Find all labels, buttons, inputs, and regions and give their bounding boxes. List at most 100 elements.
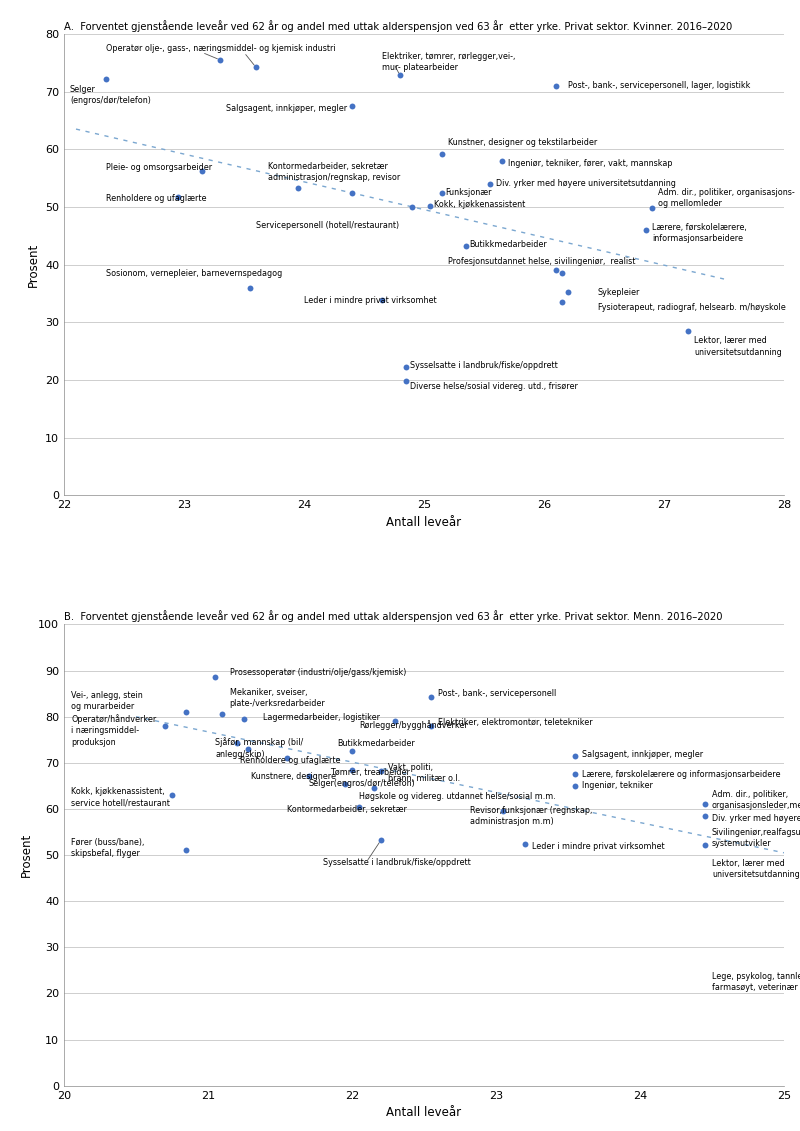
Text: Lektor, lærer med
universitetsutdanning: Lektor, lærer med universitetsutdanning xyxy=(694,336,782,356)
Point xyxy=(698,795,711,813)
Point xyxy=(346,183,358,201)
Point xyxy=(171,188,184,206)
Text: Leder i mindre privat virksomhet: Leder i mindre privat virksomhet xyxy=(532,843,665,852)
Point xyxy=(682,322,694,340)
Point xyxy=(346,97,358,115)
Point xyxy=(180,703,193,722)
Text: Tømrer, trearbeider: Tømrer, trearbeider xyxy=(330,768,410,777)
Text: Sysselsatte i landbruk/fiske/oppdrett: Sysselsatte i landbruk/fiske/oppdrett xyxy=(323,857,471,866)
Point xyxy=(389,713,402,731)
Point xyxy=(281,749,294,767)
Text: Ingeniør, tekniker: Ingeniør, tekniker xyxy=(582,782,654,791)
Text: Operatør olje-, gass-, næringsmiddel- og kjemisk industri: Operatør olje-, gass-, næringsmiddel- og… xyxy=(106,44,336,53)
Point xyxy=(216,706,229,724)
Point xyxy=(214,51,226,69)
Point xyxy=(195,162,208,180)
Text: Kunstnere, designere: Kunstnere, designere xyxy=(251,772,336,782)
Point xyxy=(346,761,358,779)
Text: Prosessoperatør (industri/olje/gass/kjemisk): Prosessoperatør (industri/olje/gass/kjem… xyxy=(230,668,406,677)
Point xyxy=(302,767,315,785)
Text: Adm. dir., politiker, organisasjons-
og mellomleder: Adm. dir., politiker, organisasjons- og … xyxy=(658,188,794,208)
Text: Renholdere og ufaglærte: Renholdere og ufaglærte xyxy=(106,193,206,202)
Text: Kontormedarbeider, sekretær: Kontormedarbeider, sekretær xyxy=(287,805,407,814)
Text: Adm. dir., politiker,
organisasjonsleder,mellomleder: Adm. dir., politiker, organisasjonsleder… xyxy=(712,789,800,810)
Point xyxy=(406,198,418,216)
Point xyxy=(374,762,387,780)
Text: Lagermedarbeider, logistiker: Lagermedarbeider, logistiker xyxy=(262,714,380,722)
Text: Post-, bank-, servicepersonell, lager, logistikk: Post-, bank-, servicepersonell, lager, l… xyxy=(568,81,750,90)
Text: Elektriker, tømrer, rørlegger,vei-,
mur- platearbeider: Elektriker, tømrer, rørlegger,vei-, mur-… xyxy=(382,52,515,71)
Text: Fysioterapeut, radiograf, helsearb. m/høyskole: Fysioterapeut, radiograf, helsearb. m/hø… xyxy=(598,303,786,312)
Point xyxy=(376,292,389,310)
Text: Selger
(engros/dør/telefon): Selger (engros/dør/telefon) xyxy=(70,85,151,105)
Point xyxy=(785,860,798,878)
Point xyxy=(400,372,413,390)
Text: Kontormedarbeider, sekretær
administrasjon/regnskap, revisor: Kontormedarbeider, sekretær administrasj… xyxy=(268,162,400,182)
Text: Post-, bank-, servicepersonell: Post-, bank-, servicepersonell xyxy=(438,689,557,698)
Text: A.  Forventet gjenstående leveår ved 62 år og andel med uttak alderspensjon ved : A. Forventet gjenstående leveår ved 62 å… xyxy=(64,20,732,32)
Text: Sysselsatte i landbruk/fiske/oppdrett: Sysselsatte i landbruk/fiske/oppdrett xyxy=(410,361,558,370)
Point xyxy=(230,734,243,752)
Text: Sosionom, vernepleier, barnevernspedagog: Sosionom, vernepleier, barnevernspedagog xyxy=(106,269,282,278)
Text: Div. yrker med høyere universitetsutdanning: Div. yrker med høyere universitetsutdann… xyxy=(712,813,800,822)
Point xyxy=(459,238,472,256)
Text: Lærere, førskolelærere og informasjonsarbeidere: Lærere, førskolelærere og informasjonsar… xyxy=(582,770,781,779)
Point xyxy=(569,777,582,795)
Text: Kokk, kjøkkenassistent: Kokk, kjøkkenassistent xyxy=(434,199,525,208)
Point xyxy=(346,742,358,760)
Text: Butikkmedarbeider: Butikkmedarbeider xyxy=(338,739,415,748)
Text: Mekaniker, sveiser,
plate-/verksredarbeider: Mekaniker, sveiser, plate-/verksredarbei… xyxy=(230,688,326,708)
Point xyxy=(435,145,448,163)
Text: Kunstner, designer og tekstilarbeider: Kunstner, designer og tekstilarbeider xyxy=(448,138,598,147)
Text: Profesjonsutdannet helse, sivilingeniør,  realist: Profesjonsutdannet helse, sivilingeniør,… xyxy=(448,257,635,266)
Point xyxy=(242,740,254,758)
Point xyxy=(374,831,387,849)
Text: Lege, psykolog, tannlege,
farmasøyt, veterinær: Lege, psykolog, tannlege, farmasøyt, vet… xyxy=(712,972,800,992)
Point xyxy=(180,841,193,860)
Text: Elektriker, elektromontør, teletekniker: Elektriker, elektromontør, teletekniker xyxy=(438,718,593,727)
Point xyxy=(291,180,304,198)
Text: B.  Forventet gjenstående leveår ved 62 år og andel med uttak alderspensjon ved : B. Forventet gjenstående leveår ved 62 å… xyxy=(64,611,722,622)
Point xyxy=(158,717,171,735)
Point xyxy=(562,283,574,301)
Text: Renholdere og ufaglærte: Renholdere og ufaglærte xyxy=(240,756,340,765)
Point xyxy=(424,197,437,215)
Text: Diverse helse/sosial videreg. utd., frisører: Diverse helse/sosial videreg. utd., fris… xyxy=(410,382,578,391)
Text: Operatør/håndverker
i næringsmiddel-
produksjon: Operatør/håndverker i næringsmiddel- pro… xyxy=(71,715,157,746)
Text: Rørlegger/bygghåndverker: Rørlegger/bygghåndverker xyxy=(359,720,468,729)
Text: Revisor,funksjonær (regnskap,
administrasjon m.m): Revisor,funksjonær (regnskap, administra… xyxy=(470,805,593,826)
Point xyxy=(640,221,653,239)
Point xyxy=(435,183,448,201)
Point xyxy=(243,278,256,296)
Text: Kokk, kjøkkenassistent,
service hotell/restaurant: Kokk, kjøkkenassistent, service hotell/r… xyxy=(71,787,170,808)
Text: Ingeniør, tekniker, fører, vakt, mannskap: Ingeniør, tekniker, fører, vakt, mannska… xyxy=(508,159,673,169)
Text: Lektor, lærer med
universitetsutdanning: Lektor, lærer med universitetsutdanning xyxy=(712,858,800,879)
Y-axis label: Prosent: Prosent xyxy=(19,832,33,878)
Point xyxy=(338,775,351,793)
Point xyxy=(250,59,262,77)
Point xyxy=(166,786,178,804)
Text: Vei-, anlegg, stein
og murarbeider: Vei-, anlegg, stein og murarbeider xyxy=(71,691,143,710)
Point xyxy=(483,175,496,193)
Point xyxy=(353,797,366,815)
Text: Sykepleier: Sykepleier xyxy=(598,287,640,296)
Point xyxy=(394,67,406,85)
Point xyxy=(698,836,711,854)
Point xyxy=(550,261,562,279)
Text: Leder i mindre privat virksomhet: Leder i mindre privat virksomhet xyxy=(304,296,437,305)
Text: Butikkmedarbeider: Butikkmedarbeider xyxy=(470,240,547,249)
Text: Sjåfør, mannskap (bil/
anlegg/skip): Sjåfør, mannskap (bil/ anlegg/skip) xyxy=(215,737,303,759)
Point xyxy=(518,835,531,853)
Text: Salgsagent, innkjøper, megler: Salgsagent, innkjøper, megler xyxy=(226,104,347,113)
Point xyxy=(555,293,568,311)
X-axis label: Antall leveår: Antall leveår xyxy=(386,516,462,528)
Point xyxy=(569,766,582,784)
Point xyxy=(497,802,510,820)
Text: Fører (buss/bane),
skipsbefal, flyger: Fører (buss/bane), skipsbefal, flyger xyxy=(71,838,145,858)
Point xyxy=(792,964,800,982)
Text: Sivilingeniør,realfagsutdannet,
systemutvikler: Sivilingeniør,realfagsutdannet, systemut… xyxy=(712,828,800,847)
Point xyxy=(646,199,658,217)
Point xyxy=(555,265,568,283)
Text: Salgsagent, innkjøper, megler: Salgsagent, innkjøper, megler xyxy=(582,750,703,759)
Point xyxy=(209,668,222,687)
